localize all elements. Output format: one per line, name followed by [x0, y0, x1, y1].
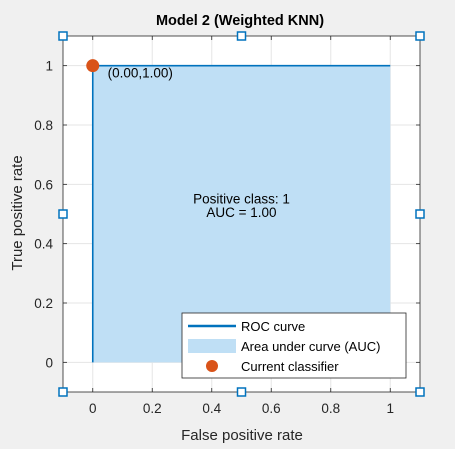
x-tick-label: 0 [89, 401, 97, 416]
x-tick-label: 0.2 [143, 401, 162, 416]
x-tick-label: 0.8 [321, 401, 340, 416]
positive-class-label: Positive class: 1 [193, 192, 290, 207]
resize-handle[interactable] [236, 387, 247, 397]
auc-area-layer [92, 65, 391, 363]
resize-handle[interactable] [415, 387, 425, 397]
x-tick-label: 1 [386, 401, 394, 416]
y-tick-label: 0 [45, 355, 53, 370]
resize-handle[interactable] [415, 31, 425, 41]
legend-entry-label: Current classifier [241, 359, 339, 374]
x-tick-label: 0.4 [202, 401, 221, 416]
legend[interactable]: ROC curve Area under curve (AUC) Current c… [181, 312, 407, 379]
legend-entry-label: Area under curve (AUC) [241, 339, 380, 354]
current-classifier-layer [86, 59, 100, 73]
chart-title: Model 2 (Weighted KNN) [156, 13, 324, 29]
resize-handle[interactable] [58, 387, 68, 397]
x-axis-label: False positive rate [181, 427, 303, 444]
y-tick-label: 0.4 [34, 237, 53, 252]
resize-handle[interactable] [58, 209, 68, 219]
legend-entry-label: ROC curve [241, 319, 305, 334]
y-tick-label: 0.2 [34, 296, 53, 311]
resize-handle[interactable] [236, 31, 247, 41]
auc-area [92, 65, 391, 363]
classifier-coordinate-label: (0.00,1.00) [108, 66, 173, 81]
current-classifier-marker[interactable] [86, 59, 100, 73]
legend-swatch-current-classifier [206, 360, 218, 372]
y-tick-label: 0.8 [34, 118, 53, 133]
y-tick-label: 1 [45, 59, 53, 74]
y-axis-label: True positive rate [9, 155, 26, 270]
resize-handle[interactable] [58, 31, 68, 41]
auc-value-label: AUC = 1.00 [206, 205, 276, 220]
resize-handle[interactable] [415, 209, 425, 219]
y-tick-label: 0.6 [34, 177, 53, 192]
selection-handles[interactable] [58, 31, 425, 397]
axis-ticks: 0 0.2 0.4 0.6 0.8 1 0 0.2 0.4 0.6 0.8 1 [34, 36, 420, 416]
legend-swatch-auc-area [188, 339, 236, 353]
x-tick-label: 0.6 [262, 401, 281, 416]
